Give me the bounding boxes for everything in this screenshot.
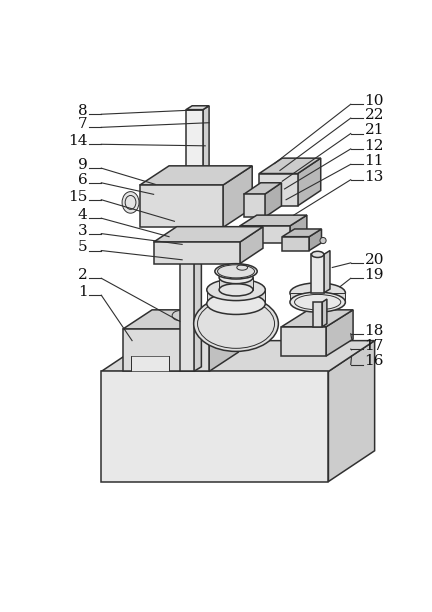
Polygon shape [244,195,264,217]
Polygon shape [223,166,252,228]
Polygon shape [264,183,282,217]
Polygon shape [203,106,209,174]
Polygon shape [140,166,252,185]
Text: 4: 4 [78,208,87,222]
Polygon shape [298,158,321,206]
Polygon shape [209,310,238,371]
Ellipse shape [207,293,265,315]
Polygon shape [186,110,203,174]
Ellipse shape [194,296,278,351]
Ellipse shape [219,271,253,283]
Text: 8: 8 [78,104,87,118]
Polygon shape [123,329,209,371]
Polygon shape [240,215,307,226]
Polygon shape [194,163,201,371]
Polygon shape [274,183,289,204]
Text: 22: 22 [365,108,384,122]
Text: 2: 2 [78,268,87,282]
Polygon shape [140,185,223,228]
Text: 12: 12 [365,139,384,153]
Text: 14: 14 [68,134,87,148]
Text: 16: 16 [365,354,384,368]
Text: 13: 13 [365,170,384,184]
Text: 20: 20 [365,253,384,267]
Polygon shape [154,226,263,242]
Polygon shape [130,356,169,371]
Polygon shape [244,183,282,195]
Text: 1: 1 [78,285,87,299]
Polygon shape [313,302,322,327]
Polygon shape [207,290,265,304]
Text: 15: 15 [68,190,87,204]
Polygon shape [101,371,328,482]
Polygon shape [282,327,326,356]
Polygon shape [186,106,209,110]
Polygon shape [252,183,289,192]
Polygon shape [290,293,345,302]
Polygon shape [282,229,321,237]
Text: 17: 17 [365,339,384,353]
Polygon shape [324,250,330,293]
Text: 21: 21 [365,124,384,138]
Polygon shape [282,237,309,250]
Polygon shape [259,158,321,174]
Polygon shape [311,255,324,293]
Polygon shape [326,310,353,356]
Polygon shape [309,229,321,250]
Text: 6: 6 [78,173,87,187]
Polygon shape [219,277,253,290]
Ellipse shape [290,283,345,303]
Polygon shape [154,242,240,264]
Polygon shape [282,310,353,327]
Polygon shape [240,226,263,264]
Text: 7: 7 [78,118,87,131]
Polygon shape [290,215,307,243]
Ellipse shape [290,292,345,312]
Polygon shape [322,299,327,327]
Text: 10: 10 [365,94,384,108]
Polygon shape [252,192,274,204]
Polygon shape [259,174,298,206]
Ellipse shape [219,283,253,296]
Text: 9: 9 [78,158,87,172]
Ellipse shape [215,264,257,279]
Ellipse shape [122,192,139,213]
Text: 11: 11 [365,154,384,168]
Ellipse shape [207,279,265,300]
Text: 18: 18 [365,324,384,338]
Polygon shape [328,341,375,482]
Polygon shape [180,167,194,371]
Ellipse shape [311,252,324,258]
Polygon shape [101,341,375,371]
Polygon shape [123,310,238,329]
Text: 19: 19 [365,268,384,282]
Text: 3: 3 [78,223,87,237]
Text: 5: 5 [78,241,87,255]
Polygon shape [240,226,290,243]
Ellipse shape [320,237,326,244]
